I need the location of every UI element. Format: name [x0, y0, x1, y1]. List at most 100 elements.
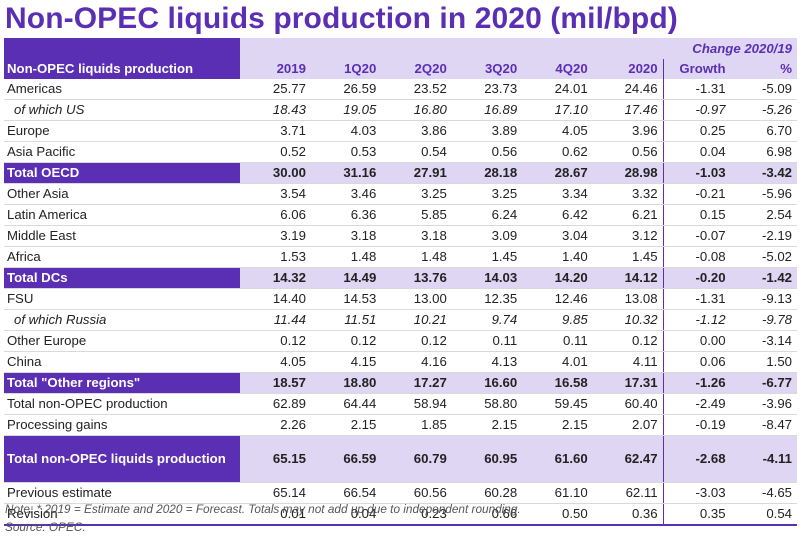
table-cell: 27.91: [381, 162, 452, 184]
row-label: Latin America: [4, 204, 241, 226]
table-cell: 13.08: [592, 288, 664, 310]
table-cell: 60.79: [381, 435, 452, 483]
row-label: Total non-OPEC production: [4, 393, 241, 415]
table-cell: 0.15: [662, 204, 731, 226]
table-row: Total "Other regions" 18.57 18.80 17.27 16.6…: [4, 372, 797, 394]
table-cell: -5.09: [730, 79, 797, 100]
table-cell: 17.46: [592, 99, 664, 121]
row-label: Africa: [4, 246, 241, 268]
table-row: FSU 14.40 14.53 13.00 12.35 12.46 13.08 -1.31 -9…: [4, 288, 797, 310]
table-cell: 3.46: [310, 183, 382, 205]
table-cell: 3.86: [381, 120, 452, 142]
table-row: Europe 3.71 4.03 3.86 3.89 4.05 3.96 0.25 6.70: [4, 120, 797, 142]
table-cell: 14.03: [451, 267, 523, 289]
table-cell: 0.54: [381, 141, 452, 163]
table-cell: 18.43: [240, 99, 311, 121]
table-cell: 0.11: [451, 330, 523, 352]
table-cell: 17.31: [592, 372, 664, 394]
table-cell: 1.85: [381, 414, 452, 436]
table-cell: 1.48: [310, 246, 382, 268]
table-cell: 17.10: [522, 99, 593, 121]
table-cell: 3.19: [240, 225, 311, 247]
table-cell: 6.98: [730, 141, 797, 163]
table-cell: 11.51: [310, 309, 382, 331]
table-cell: 16.58: [522, 372, 593, 394]
row-label: Processing gains: [4, 414, 241, 436]
table-cell: 62.11: [592, 482, 664, 504]
table-cell: 3.34: [522, 183, 593, 205]
note-text: Note: * 2019 = Estimate and 2020 = Forec…: [5, 502, 521, 516]
production-table: Change 2020/19 Non-OPEC liquids producti…: [4, 38, 797, 526]
table-cell: 6.24: [451, 204, 523, 226]
table-cell: 2.07: [592, 414, 664, 436]
row-label: of which US: [4, 99, 241, 121]
table-cell: 3.25: [381, 183, 452, 205]
table-cell: 9.85: [522, 309, 593, 331]
table-cell: 3.89: [451, 120, 523, 142]
table-cell: -0.19: [662, 414, 731, 436]
table-row: Americas 25.77 26.59 23.52 23.73 24.01 24.46 -1…: [4, 79, 797, 100]
table-cell: 1.45: [592, 246, 664, 268]
table-cell: 60.56: [381, 482, 452, 504]
table-cell: 2.26: [240, 414, 311, 436]
table-cell: 0.56: [451, 141, 523, 163]
table-cell: -2.68: [662, 435, 731, 483]
table-cell: 0.25: [662, 120, 731, 142]
table-cell: 2.15: [522, 414, 593, 436]
table-cell: 14.12: [592, 267, 664, 289]
table-cell: 10.21: [381, 309, 452, 331]
table-cell: 2.54: [730, 204, 797, 226]
table-cell: 66.59: [310, 435, 382, 483]
column-header: 4Q20: [522, 59, 593, 79]
table-cell: 13.76: [381, 267, 452, 289]
table-cell: -9.13: [730, 288, 797, 310]
table-cell: -0.07: [662, 225, 731, 247]
table-cell: 0.06: [662, 351, 731, 373]
table-cell: 14.40: [240, 288, 311, 310]
table-cell: 0.53: [310, 141, 382, 163]
table-cell: -5.02: [730, 246, 797, 268]
table-cell: 4.05: [522, 120, 593, 142]
column-header: %: [730, 59, 797, 79]
table-cell: 1.48: [381, 246, 452, 268]
table-cell: 0.11: [522, 330, 593, 352]
column-header: 1Q20: [310, 59, 382, 79]
table-cell: 18.57: [240, 372, 311, 394]
table-cell: 3.96: [592, 120, 664, 142]
table-cell: 14.49: [310, 267, 382, 289]
page-title: Non-OPEC liquids production in 2020 (mil…: [5, 2, 678, 35]
table-cell: 0.12: [240, 330, 311, 352]
table-cell: 6.70: [730, 120, 797, 142]
table-cell: 0.01: [240, 503, 311, 526]
table-row: Africa 1.53 1.48 1.48 1.45 1.40 1.45 -0.08 -5.02: [4, 246, 797, 268]
table-cell: 64.44: [310, 393, 382, 415]
table-cell: 12.35: [451, 288, 523, 310]
table-cell: 60.95: [451, 435, 523, 483]
table-cell: 28.67: [522, 162, 593, 184]
table-cell: 62.89: [240, 393, 311, 415]
table-cell: 0.62: [522, 141, 593, 163]
table-cell: -1.03: [662, 162, 731, 184]
table-row: Total OECD 30.00 31.16 27.91 28.18 28.67 28.98…: [4, 162, 797, 184]
row-label: of which Russia: [4, 309, 241, 331]
table-row: Asia Pacific 0.52 0.53 0.54 0.56 0.62 0.56 0.04…: [4, 141, 797, 163]
table-cell: 65.14: [240, 482, 311, 504]
table-cell: 6.42: [522, 204, 593, 226]
table-cell: 13.00: [381, 288, 452, 310]
table-cell: 61.10: [522, 482, 593, 504]
column-header: 2020: [592, 59, 664, 79]
table-cell: 18.80: [310, 372, 382, 394]
table-cell: 4.15: [310, 351, 382, 373]
row-label: Total OECD: [4, 162, 241, 184]
row-label: Total "Other regions": [4, 372, 241, 394]
table-cell: 6.21: [592, 204, 664, 226]
table-cell: -8.47: [730, 414, 797, 436]
table-cell: 10.32: [592, 309, 664, 331]
table-cell: -3.42: [730, 162, 797, 184]
row-label-header: Non-OPEC liquids production: [4, 59, 241, 79]
table-cell: 65.15: [240, 435, 311, 483]
table-cell: 0.66: [451, 503, 523, 526]
table-cell: -1.26: [662, 372, 731, 394]
table-cell: 24.01: [522, 79, 593, 100]
table-row: of which Russia 11.44 11.51 10.21 9.74 9.85 10…: [4, 309, 797, 331]
